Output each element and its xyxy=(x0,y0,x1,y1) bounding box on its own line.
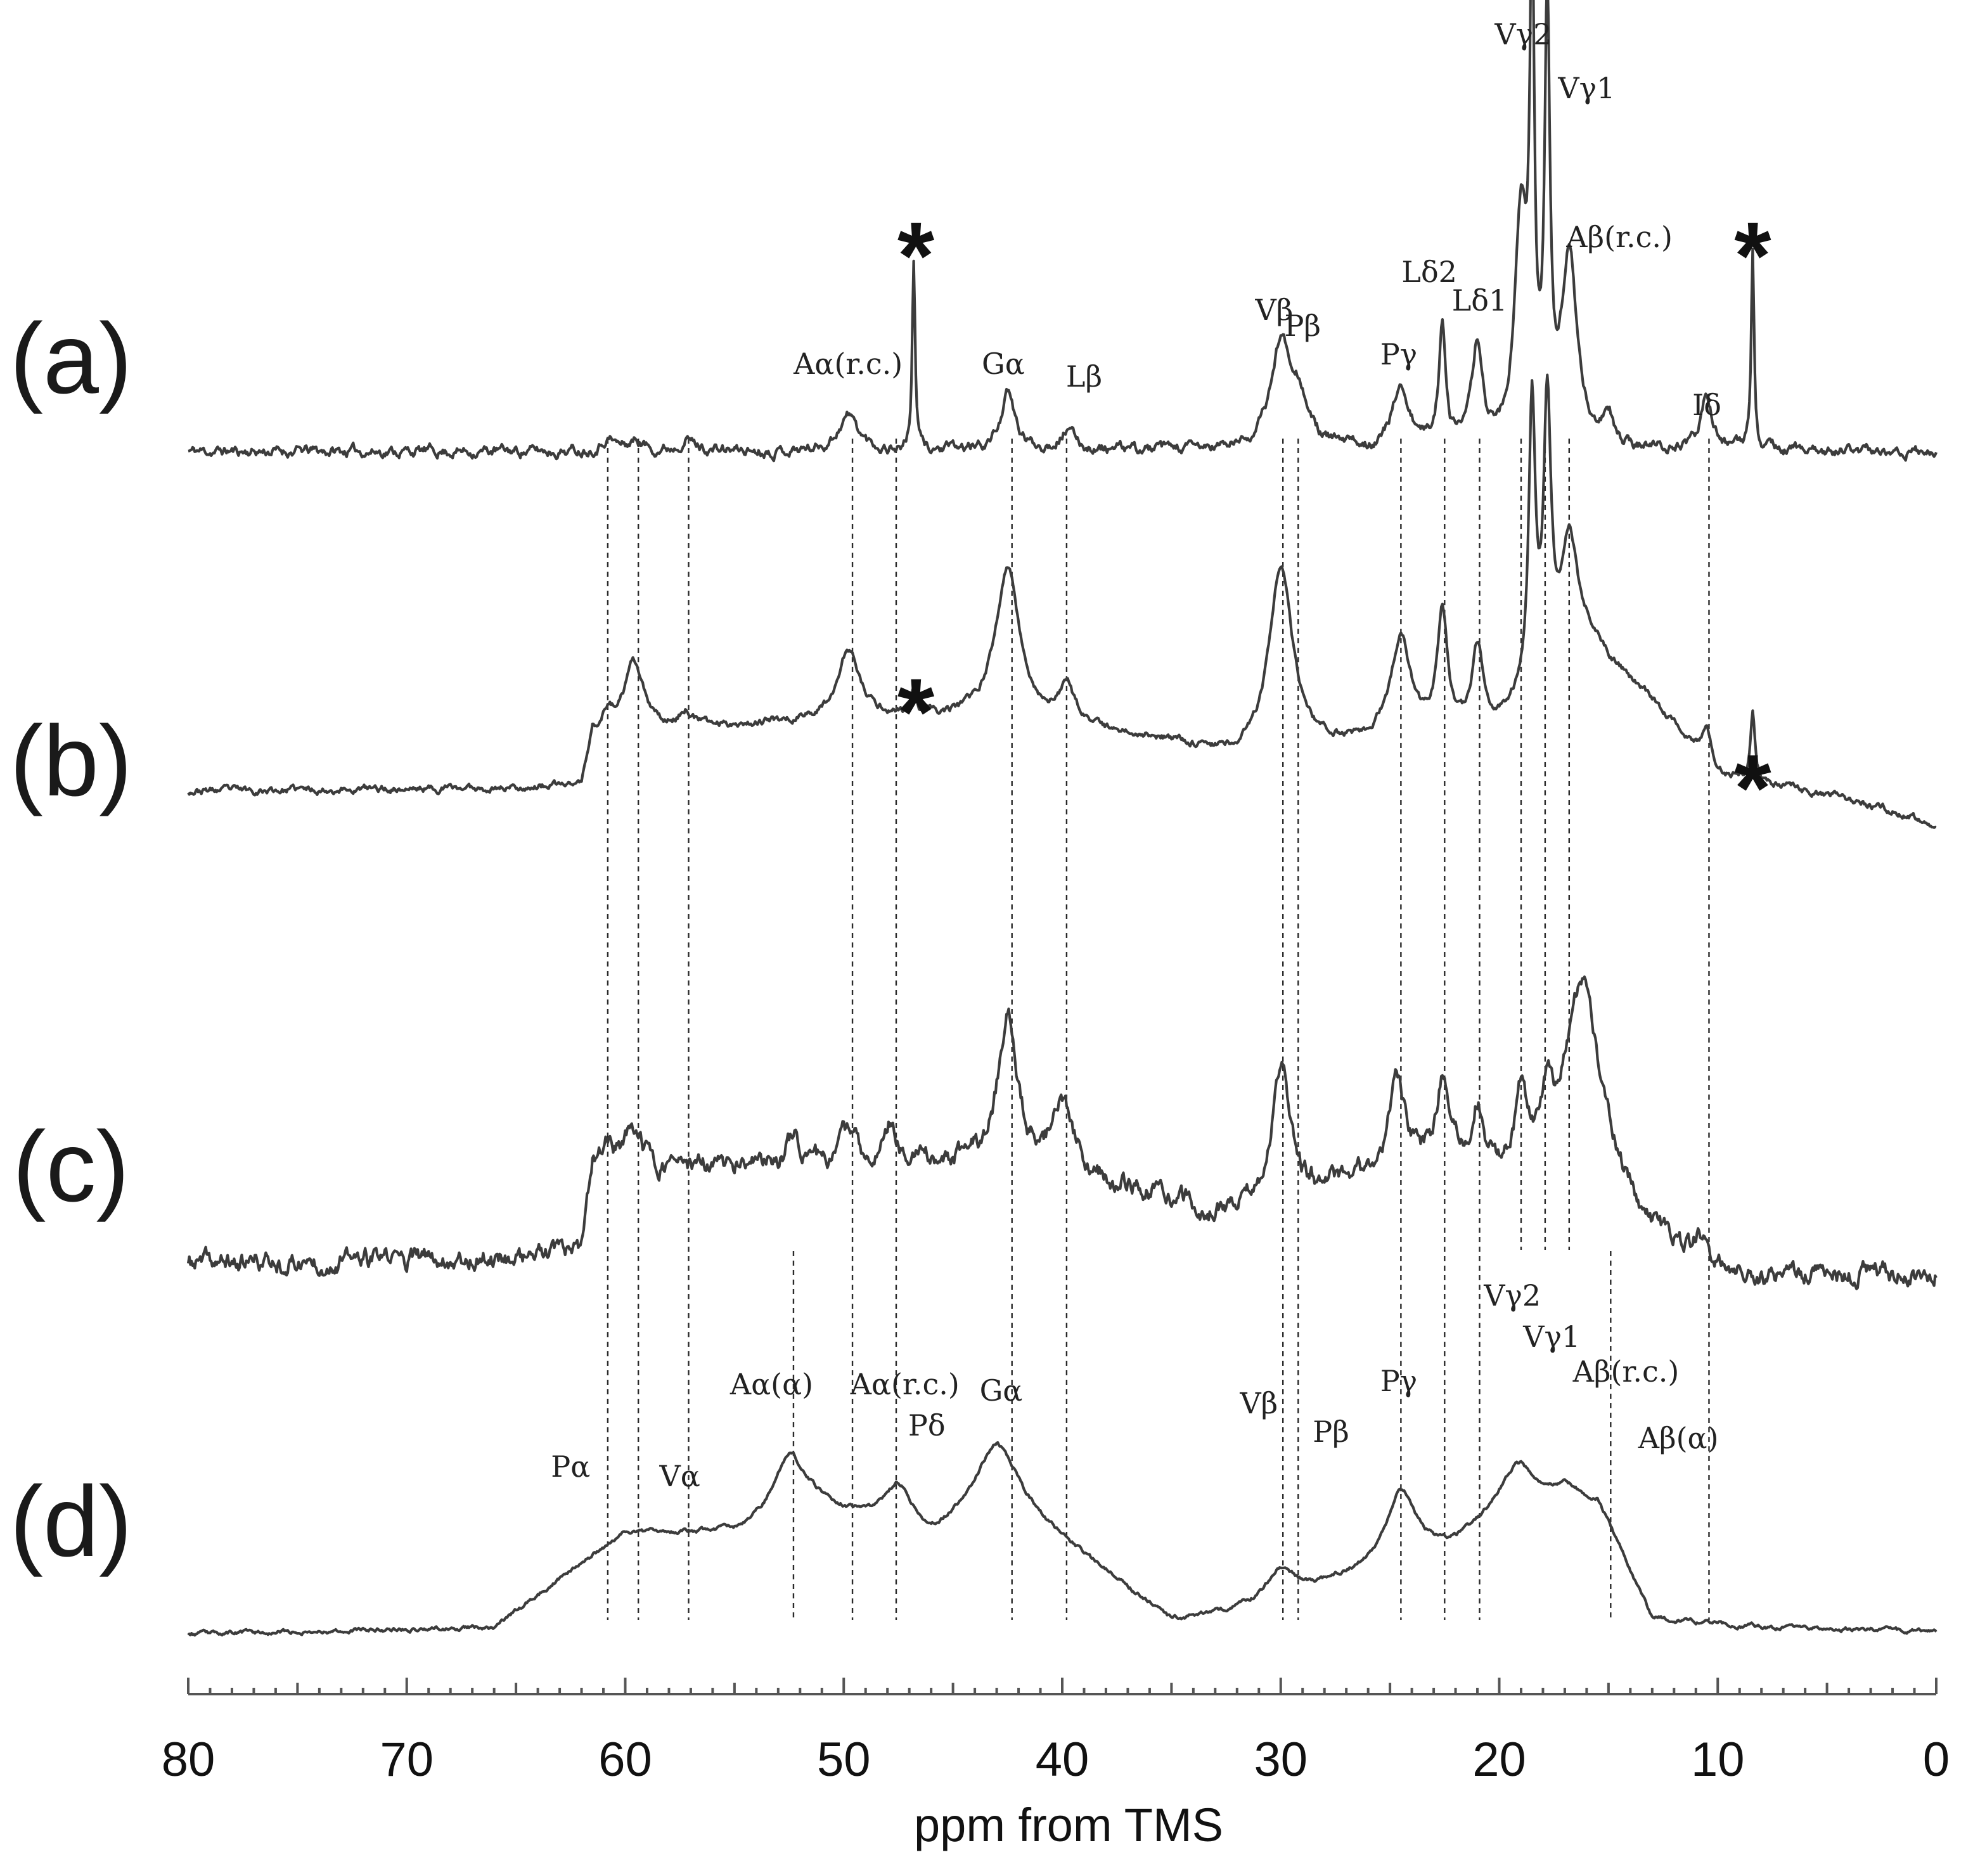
peak-assignment-labels: Aα(r.c.) Gα LβVβPβPγLδ2Lδ1Vγ2Vγ1Aβ(r.c.)Iδ… xyxy=(551,17,1721,1493)
spectrum-traces xyxy=(186,0,1938,1637)
peak-label: Vγ1 xyxy=(1557,71,1615,105)
asterisk-marker: * xyxy=(1734,735,1771,841)
peak-label: Pα xyxy=(551,1449,590,1484)
peak-label: Aβ(α) xyxy=(1638,1421,1719,1455)
peak-label: Vγ1 xyxy=(1522,1320,1580,1354)
spectrum-trace-1 xyxy=(188,0,1938,463)
x-tick-label: 80 xyxy=(162,1733,215,1787)
x-axis-title: ppm from TMS xyxy=(914,1799,1223,1851)
peak-label: Pγ xyxy=(1380,1364,1417,1398)
panel-label: (a) xyxy=(10,303,132,414)
peak-label: Vγ2 xyxy=(1494,17,1552,51)
peak-label: Aβ(r.c.) xyxy=(1572,1354,1680,1389)
peak-label: Lβ xyxy=(1066,359,1102,394)
peak-label: Vα xyxy=(659,1459,700,1493)
peak-label: Vβ xyxy=(1254,293,1293,327)
x-tick-label: 40 xyxy=(1036,1733,1089,1787)
x-tick-label: 70 xyxy=(380,1733,434,1787)
x-tick-label: 50 xyxy=(817,1733,871,1787)
peak-label: Gα xyxy=(980,1373,1023,1408)
peak-label: Aβ(r.c.) xyxy=(1565,220,1673,254)
peak-label: Pβ xyxy=(1313,1415,1349,1449)
peak-label: Pβ xyxy=(1284,309,1321,343)
spectrum-trace-4 xyxy=(187,1441,1938,1637)
peak-label: Vβ xyxy=(1239,1386,1278,1420)
asterisk-marker: * xyxy=(1734,202,1771,309)
x-axis-ticks xyxy=(187,1678,1938,1694)
x-tick-label: 20 xyxy=(1472,1733,1526,1787)
x-tick-label: 30 xyxy=(1254,1733,1308,1787)
panel-label: (c) xyxy=(13,1111,129,1223)
peak-label: Pδ xyxy=(908,1408,946,1442)
x-tick-label: 10 xyxy=(1691,1733,1745,1787)
peak-label: Gα xyxy=(982,347,1025,381)
peak-label: Lδ2 xyxy=(1401,255,1457,289)
asterisk-marker: * xyxy=(897,659,935,765)
spectrum-trace-3 xyxy=(186,975,1938,1290)
x-axis: 80 70 60 50 40 30 20 10 0 ppm from TMS xyxy=(162,1678,1950,1851)
peak-label: Aα(r.c.) xyxy=(793,347,903,381)
peak-label: Aα(α) xyxy=(729,1367,813,1401)
peak-label: Vγ2 xyxy=(1483,1278,1541,1313)
peak-label: Pγ xyxy=(1380,337,1417,371)
peak-label: Lδ1 xyxy=(1452,283,1508,318)
assignment-guide-lines xyxy=(607,439,1710,1620)
x-tick-label: 60 xyxy=(598,1733,652,1787)
x-tick-label: 0 xyxy=(1923,1733,1950,1787)
panel-label: (b) xyxy=(10,705,132,817)
asterisk-marker: * xyxy=(897,202,935,309)
peak-label: Aα(r.c.) xyxy=(850,1367,960,1401)
panel-label: (d) xyxy=(10,1466,132,1577)
x-axis-tick-labels: 80 70 60 50 40 30 20 10 0 xyxy=(162,1733,1950,1787)
peak-label: Iδ xyxy=(1692,388,1721,422)
panel-labels: (a) (b) (c) (d) xyxy=(10,303,132,1577)
asterisk-markers: * * * * xyxy=(897,202,1771,841)
spectrum-trace-2 xyxy=(187,373,1937,829)
